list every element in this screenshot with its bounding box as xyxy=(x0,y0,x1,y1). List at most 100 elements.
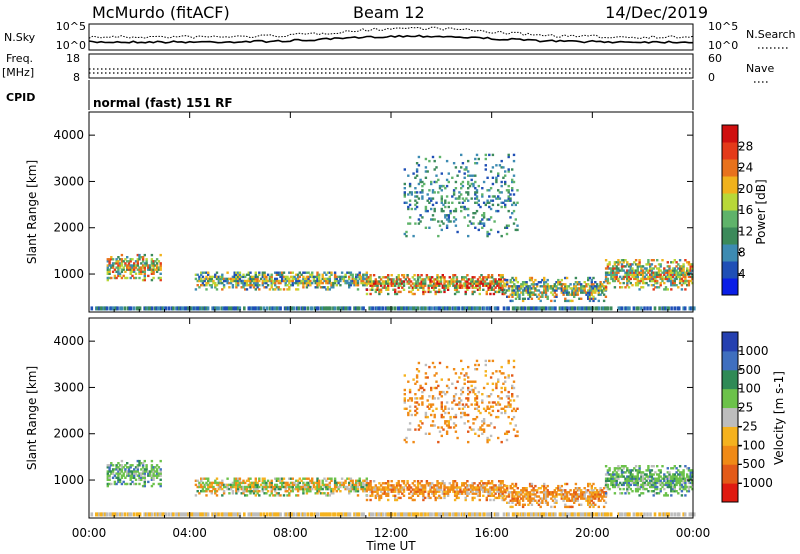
echo-cell xyxy=(254,277,257,281)
echo-cell xyxy=(546,491,549,494)
echo-cell xyxy=(444,407,447,410)
echo-cell xyxy=(362,306,365,311)
echo-cell xyxy=(587,512,590,517)
echo-cell xyxy=(124,482,127,486)
echo-cell xyxy=(467,187,470,190)
echo-cell xyxy=(466,274,469,277)
echo-cell xyxy=(481,512,485,517)
echo-cell xyxy=(404,306,408,311)
echo-cell xyxy=(191,306,195,311)
freq-label-1: Freq. xyxy=(6,52,33,65)
echo-cell xyxy=(615,271,618,274)
echo-cell xyxy=(590,495,593,498)
echo-cell xyxy=(275,485,279,489)
echo-cell xyxy=(120,476,124,479)
echo-cell xyxy=(500,191,503,194)
echo-cell xyxy=(222,490,226,493)
echo-cell xyxy=(447,386,450,390)
velocity-echoes xyxy=(90,359,696,517)
echo-cell xyxy=(295,277,298,281)
echo-cell xyxy=(494,286,497,289)
echo-cell xyxy=(518,501,521,504)
echo-cell xyxy=(489,413,493,417)
echo-cell xyxy=(495,180,498,184)
echo-cell xyxy=(298,275,301,279)
echo-cell xyxy=(574,491,578,494)
echo-cell xyxy=(495,370,498,373)
echo-cell xyxy=(221,288,224,291)
echo-cell xyxy=(539,497,542,500)
echo-cell xyxy=(362,483,365,487)
echo-cell xyxy=(208,485,212,489)
echo-cell xyxy=(362,275,365,279)
echo-cell xyxy=(602,289,606,292)
echo-cell xyxy=(247,273,250,276)
echo-cell xyxy=(483,306,486,311)
echo-cell xyxy=(588,306,592,311)
echo-cell xyxy=(459,492,462,495)
echo-cell xyxy=(530,493,534,496)
echo-cell xyxy=(636,479,639,482)
echo-cell xyxy=(467,420,470,423)
echo-cell xyxy=(536,289,539,292)
echo-cell xyxy=(258,306,261,311)
echo-cell xyxy=(640,306,643,311)
echo-cell xyxy=(356,275,360,279)
echo-cell xyxy=(682,273,685,276)
echo-cell xyxy=(661,465,664,468)
echo-cell xyxy=(424,306,427,311)
echo-cell xyxy=(418,482,422,485)
echo-cell xyxy=(486,512,489,517)
echo-cell xyxy=(682,473,685,476)
echo-cell xyxy=(504,409,507,413)
echo-cell xyxy=(284,284,287,287)
echo-cell xyxy=(670,261,673,264)
echo-cell xyxy=(492,486,496,489)
echo-cell xyxy=(514,499,518,502)
echo-cell xyxy=(240,275,243,279)
echo-cell xyxy=(430,386,433,390)
echo-cell xyxy=(583,285,586,288)
echo-cell xyxy=(491,166,495,169)
echo-cell xyxy=(385,492,388,495)
echo-cell xyxy=(686,467,689,470)
echo-cell xyxy=(475,282,478,285)
echo-cell xyxy=(471,498,474,502)
echo-cell xyxy=(376,280,379,283)
echo-cell xyxy=(344,485,347,489)
echo-cell xyxy=(284,490,287,493)
echo-cell xyxy=(461,284,464,287)
echo-cell xyxy=(467,199,470,202)
echo-cell xyxy=(270,277,273,281)
echo-cell xyxy=(219,483,222,487)
echo-cell xyxy=(530,278,534,282)
echo-cell xyxy=(390,278,393,281)
echo-cell xyxy=(413,274,416,277)
echo-cell xyxy=(638,279,641,283)
echo-cell xyxy=(237,477,240,480)
echo-cell xyxy=(453,274,457,277)
echo-cell xyxy=(511,287,514,290)
echo-cell xyxy=(583,491,586,494)
echo-cell xyxy=(448,486,451,489)
echo-cell xyxy=(408,428,412,431)
echo-cell xyxy=(482,224,486,227)
echo-cell xyxy=(507,430,510,433)
echo-cell xyxy=(609,306,613,311)
echo-cell xyxy=(605,512,608,517)
echo-cell xyxy=(427,496,430,500)
echo-cell xyxy=(445,432,449,435)
echo-cell xyxy=(281,483,284,487)
echo-cell xyxy=(127,266,131,269)
echo-cell xyxy=(458,401,461,404)
echo-cell xyxy=(430,413,433,417)
echo-cell xyxy=(222,483,226,487)
echo-cell xyxy=(516,407,519,410)
echo-cell xyxy=(486,424,489,427)
echo-cell xyxy=(395,482,399,485)
echo-cell xyxy=(597,291,600,294)
echo-cell xyxy=(617,269,620,272)
echo-cell xyxy=(422,492,425,495)
echo-cell xyxy=(378,512,382,517)
echo-cell xyxy=(420,282,423,285)
